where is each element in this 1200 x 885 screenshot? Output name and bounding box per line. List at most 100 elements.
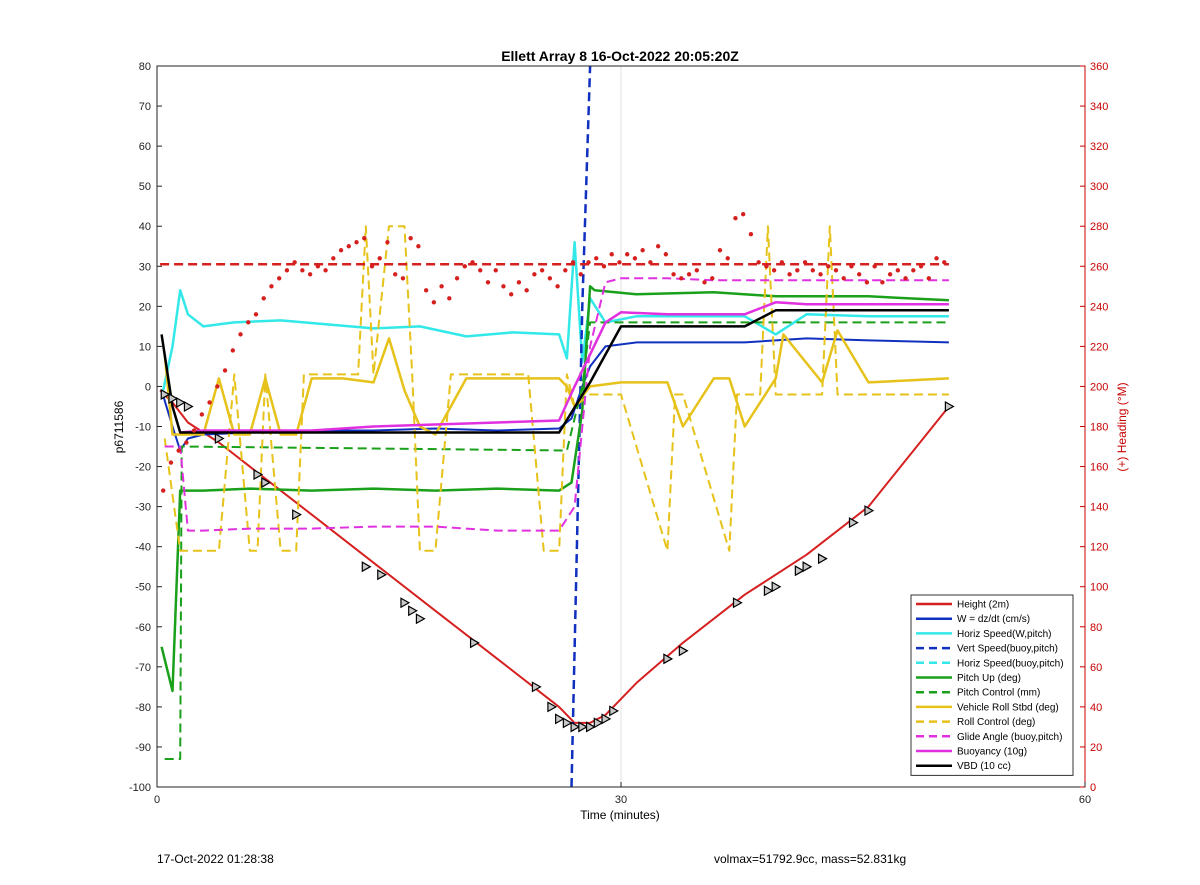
x-axis-label: Time (minutes) — [580, 808, 660, 822]
heading-point — [470, 260, 475, 265]
right-y-tick-label: 280 — [1090, 221, 1108, 233]
heading-point — [934, 256, 939, 261]
height-marker — [593, 717, 604, 729]
heading-point — [292, 260, 297, 265]
heading-point — [354, 240, 359, 245]
series-line-5 — [164, 321, 949, 760]
y-tick-label: -90 — [135, 742, 151, 754]
y-tick-label: 20 — [139, 301, 151, 313]
heading-point — [215, 384, 220, 389]
height-marker — [176, 396, 186, 408]
heading-point — [717, 248, 723, 253]
height-marker — [848, 517, 859, 529]
heading-point — [539, 268, 545, 273]
heading-point — [570, 260, 576, 265]
heading-point — [493, 268, 498, 273]
y-tick-label: 70 — [139, 101, 151, 113]
right-y-tick-label: 360 — [1090, 61, 1108, 73]
footer-timestamp: 17-Oct-2022 01:28:38 — [157, 852, 274, 866]
legend-label: VBD (10 cc) — [957, 761, 1011, 772]
heading-point — [779, 260, 785, 265]
heading-point — [184, 440, 189, 445]
heading-point — [377, 256, 382, 261]
series-line-4 — [160, 285, 949, 693]
right-y-tick-label: 220 — [1090, 341, 1108, 353]
heading-point — [702, 280, 707, 285]
height-marker — [261, 477, 271, 489]
heading-point — [740, 212, 746, 217]
y-tick-label: 40 — [139, 221, 151, 233]
heading-point — [671, 272, 676, 277]
heading-point — [346, 244, 351, 249]
x-tick-label: 60 — [1079, 794, 1091, 806]
heading-point — [454, 276, 460, 281]
right-y-tick-label: 0 — [1090, 782, 1096, 794]
heading-point — [408, 236, 413, 241]
heading-point — [269, 284, 274, 289]
height-marker — [183, 400, 194, 412]
heading-point — [802, 260, 808, 265]
heading-point — [222, 368, 228, 373]
heading-point — [795, 268, 800, 273]
heading-point — [926, 276, 931, 281]
height-marker — [292, 509, 302, 521]
heading-point — [547, 276, 553, 281]
heading-point — [439, 284, 444, 289]
x-tick-label: 30 — [615, 794, 627, 806]
height-marker — [214, 432, 225, 445]
height-marker — [408, 605, 418, 617]
heading-point — [362, 236, 367, 241]
right-y-tick-label: 240 — [1090, 301, 1108, 313]
series-line-9 — [180, 301, 949, 434]
height-marker — [944, 400, 955, 412]
heading-point — [856, 272, 862, 277]
height-marker — [864, 505, 875, 517]
y-tick-label: -20 — [135, 462, 151, 474]
heading-point — [300, 268, 305, 273]
heading-point — [895, 268, 901, 273]
right-y-tick-label: 140 — [1090, 502, 1108, 514]
heading-point — [485, 280, 491, 285]
heading-point — [423, 288, 429, 293]
heading-point — [826, 264, 831, 269]
height-marker — [802, 561, 813, 573]
height-marker — [678, 645, 689, 657]
series-line-8 — [164, 277, 949, 532]
heading-point — [555, 284, 560, 289]
heading-point — [176, 448, 181, 453]
height-marker — [361, 561, 372, 573]
series-line-2 — [161, 240, 949, 391]
heading-point — [818, 272, 823, 277]
legend-label: Glide Angle (buoy,pitch) — [957, 732, 1062, 743]
heading-point — [686, 272, 692, 277]
right-y-tick-label: 200 — [1090, 381, 1108, 393]
height-marker — [415, 613, 426, 625]
right-y-tick-label: 80 — [1090, 622, 1102, 634]
heading-point — [191, 428, 197, 433]
right-y-tick-label: 100 — [1090, 582, 1108, 594]
legend-label: Buoyancy (10g) — [957, 747, 1027, 758]
heading-point — [748, 232, 754, 237]
height-marker — [555, 713, 565, 725]
legend-label: W = dz/dt (cm/s) — [957, 614, 1030, 625]
heading-point — [276, 276, 282, 281]
right-y-tick-label: 120 — [1090, 542, 1108, 554]
heading-point — [516, 280, 522, 285]
heading-point — [756, 260, 761, 265]
heading-point — [764, 264, 769, 269]
heading-point — [787, 272, 792, 277]
heading-point — [918, 264, 924, 269]
heading-point — [833, 268, 839, 273]
height-marker — [253, 469, 264, 481]
heading-point — [586, 260, 591, 265]
heading-point — [733, 216, 738, 221]
heading-point — [253, 312, 259, 317]
height-marker — [732, 597, 743, 609]
heading-point — [261, 296, 266, 301]
heading-point — [771, 268, 777, 273]
legend-label: Horiz Speed(W,pitch) — [957, 629, 1051, 640]
height-marker — [168, 392, 179, 404]
heading-point — [385, 240, 390, 245]
heading-point — [284, 268, 290, 273]
